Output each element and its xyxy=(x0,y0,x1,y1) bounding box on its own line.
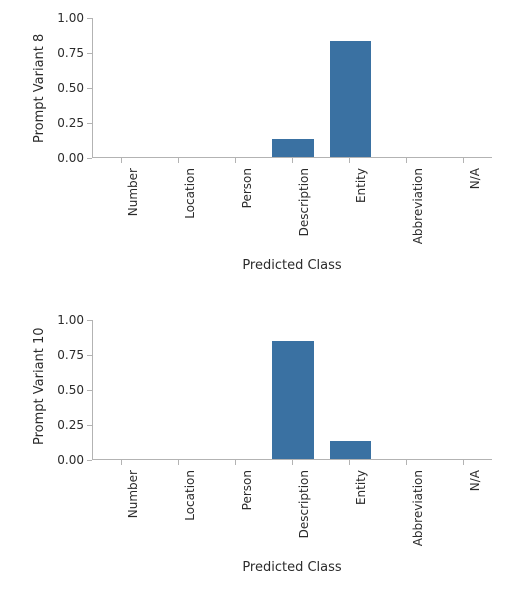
ytick-label: 0.50 xyxy=(50,383,84,397)
xtick-mark xyxy=(463,460,464,465)
xtick-mark xyxy=(349,460,350,465)
ytick-mark xyxy=(87,425,92,426)
chart-panel-1: 0.00 0.25 0.50 0.75 1.00 Number Location Person… xyxy=(0,0,518,614)
xtick-mark xyxy=(235,460,236,465)
ytick-mark xyxy=(87,460,92,461)
xtick-mark xyxy=(178,460,179,465)
ytick-label: 1.00 xyxy=(50,313,84,327)
xtick-mark xyxy=(406,460,407,465)
bar xyxy=(330,441,371,459)
xtick-mark xyxy=(121,460,122,465)
xtick-label: Number xyxy=(126,470,140,570)
xtick-label: Description xyxy=(297,470,311,570)
x-axis-label: Predicted Class xyxy=(92,560,492,575)
ytick-label: 0.75 xyxy=(50,348,84,362)
xtick-label: Entity xyxy=(354,470,368,570)
ytick-label: 0.25 xyxy=(50,418,84,432)
xtick-label: Person xyxy=(240,470,254,570)
xtick-mark xyxy=(292,460,293,465)
bar xyxy=(272,341,313,459)
ytick-mark xyxy=(87,390,92,391)
xtick-label: Location xyxy=(183,470,197,570)
ytick-mark xyxy=(87,320,92,321)
plot-area xyxy=(92,320,492,460)
xtick-label: Abbreviation xyxy=(411,470,425,570)
xtick-label: N/A xyxy=(468,470,482,570)
ytick-mark xyxy=(87,355,92,356)
ytick-label: 0.00 xyxy=(50,453,84,467)
y-axis-label: Prompt Variant 10 xyxy=(32,327,47,445)
